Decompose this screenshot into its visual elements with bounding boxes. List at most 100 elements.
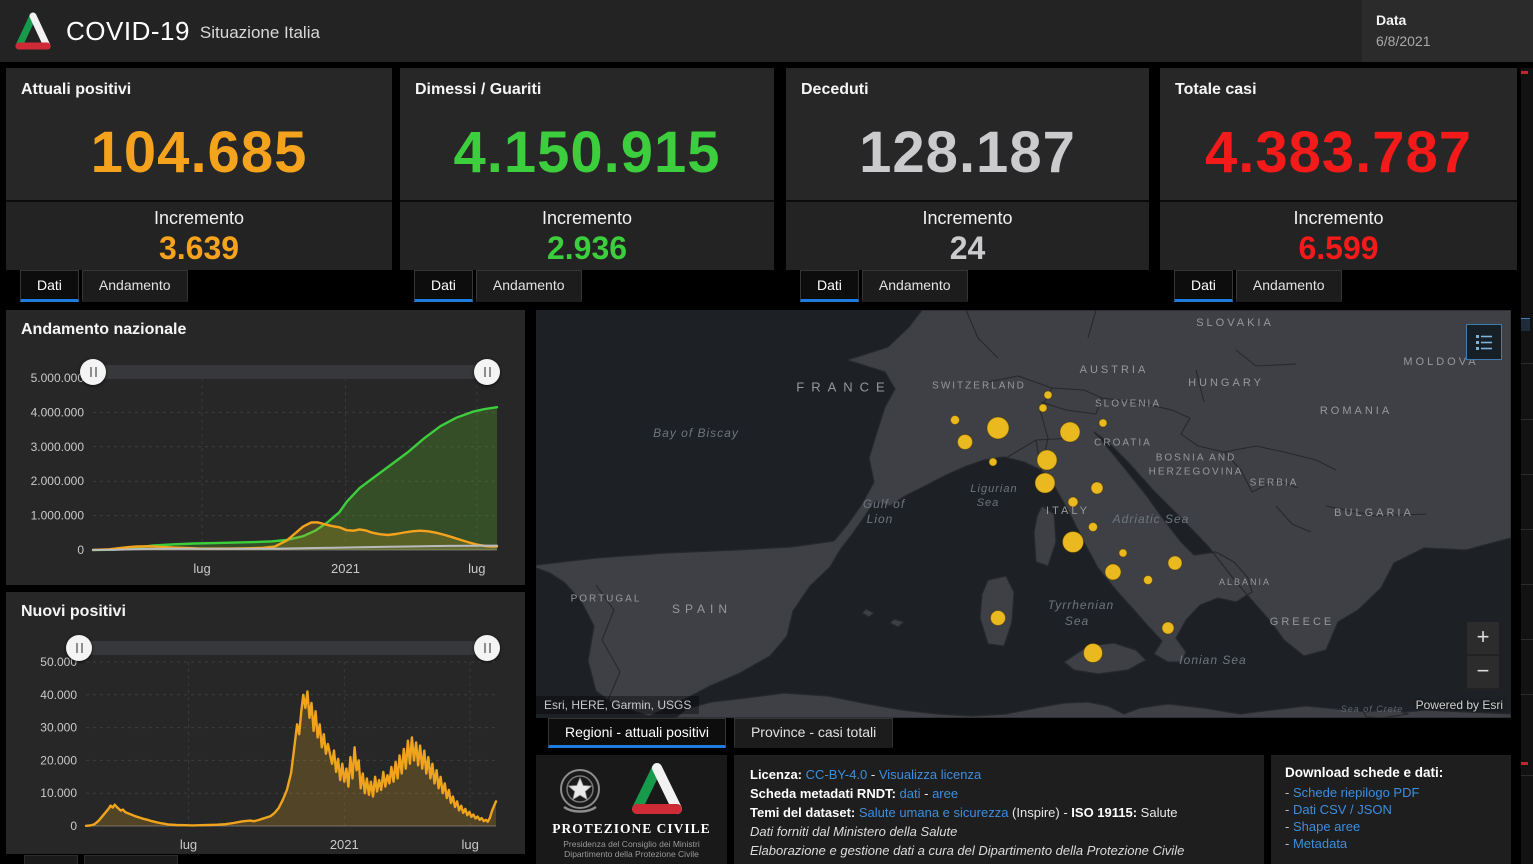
map-basemap xyxy=(536,310,1511,718)
svg-text:0: 0 xyxy=(70,819,77,833)
chart-panelB: 50.000 40.000 30.000 20.000 10.000 0 lug 2021 lu… xyxy=(40,655,498,852)
cutoff-tab-stub xyxy=(84,855,178,864)
map-tab-bar: Regioni - attuali positivi Province - cas… xyxy=(548,718,894,748)
time-range-slider xyxy=(66,634,500,662)
download-link-schede-riepilogo-pdf[interactable]: Schede riepilogo PDF xyxy=(1292,785,1420,800)
increment-value: 6.599 xyxy=(1298,230,1379,266)
svg-text:40.000: 40.000 xyxy=(40,688,77,702)
tab-andamento-attuali-positivi[interactable]: Andamento xyxy=(81,270,188,302)
map-bubble[interactable] xyxy=(1062,531,1084,553)
tab-andamento-totale-casi[interactable]: Andamento xyxy=(1235,270,1342,302)
slider-track[interactable] xyxy=(79,641,487,655)
slider-handle-left[interactable] xyxy=(66,635,92,661)
series-area-attuali-positivi xyxy=(93,522,497,550)
zoom-out-button[interactable]: − xyxy=(1467,656,1499,688)
map-bubble[interactable] xyxy=(990,610,1006,626)
map-bubble[interactable] xyxy=(1059,421,1081,443)
tab-dati-dimessi-guariti[interactable]: Dati xyxy=(414,270,473,302)
map-bubble[interactable] xyxy=(1034,472,1056,494)
tab-andamento-dimessi-guariti[interactable]: Andamento xyxy=(475,270,582,302)
svg-text:lug: lug xyxy=(193,561,210,576)
legend-list-icon xyxy=(1476,335,1492,350)
map-bubble[interactable] xyxy=(986,416,1010,440)
metadata-line: Temi del dataset: Salute umana e sicurez… xyxy=(750,805,1178,820)
map-bubble[interactable] xyxy=(957,434,973,450)
card-title: Dimessi / Guariti xyxy=(415,81,542,98)
card-deceduti: Deceduti 128.187 Incremento 24 xyxy=(786,68,1149,270)
map-bubble[interactable] xyxy=(1067,496,1079,508)
svg-text:lug: lug xyxy=(461,837,478,852)
map-bubble[interactable] xyxy=(1083,643,1103,663)
protezione-civile-logo-icon xyxy=(12,10,54,52)
italy-map[interactable]: FRANCE SWITZERLAND SLOVAKIA AUSTRIA HUNGARY M… xyxy=(536,310,1511,718)
download-link-shape-aree[interactable]: Shape aree xyxy=(1292,819,1361,834)
series-area-dimessi-guariti xyxy=(93,407,497,550)
map-bubble[interactable] xyxy=(1161,621,1175,635)
map-bubble[interactable] xyxy=(1038,403,1048,413)
map-bubble[interactable] xyxy=(1088,522,1098,532)
metadata-link[interactable]: dati xyxy=(899,786,921,801)
increment-section: Incremento 2.936 xyxy=(400,200,774,270)
series-line-nuovi-positivi xyxy=(84,690,498,828)
download-link-metadata[interactable]: Metadata xyxy=(1292,836,1348,851)
map-bubble[interactable] xyxy=(1167,555,1183,571)
series-area-nuovi-positivi xyxy=(86,691,496,826)
increment-label: Incremento xyxy=(541,208,633,228)
org-name: PROTEZIONE CIVILE xyxy=(552,821,711,836)
map-bubble[interactable] xyxy=(1118,548,1128,558)
chart-panelA: 5.000.000 4.000.000 3.000.000 2.000.000 1.00… xyxy=(31,371,499,576)
svg-text:5.000.000: 5.000.000 xyxy=(31,371,85,385)
svg-text:10.000: 10.000 xyxy=(40,786,77,800)
downloads-title: Download schede e dati: xyxy=(1285,765,1444,780)
map-bubble[interactable] xyxy=(950,415,960,425)
metadata-line: Dati forniti dal Ministero della Salute xyxy=(750,824,958,839)
map-bubble[interactable] xyxy=(988,457,998,467)
metadata-link[interactable]: aree xyxy=(932,786,959,801)
map-bubble[interactable] xyxy=(1043,390,1053,400)
download-item: - Dati CSV / JSON xyxy=(1285,802,1392,817)
metadata-link[interactable]: Visualizza licenza xyxy=(878,767,982,782)
card-attuali-positivi: Attuali positivi 104.685 Incremento 3.639 xyxy=(6,68,392,270)
footer-logos-panel: PROTEZIONE CIVILE Presidenza del Consigl… xyxy=(536,755,727,864)
svg-text:20.000: 20.000 xyxy=(40,753,77,767)
legend-button[interactable] xyxy=(1466,324,1502,360)
card-dimessi-guariti: Dimessi / Guariti 4.150.915 Incremento 2.93… xyxy=(400,68,774,270)
footer-downloads-panel: Download schede e dati: - Schede riepilo… xyxy=(1271,755,1511,864)
map-bubble[interactable] xyxy=(1098,418,1108,428)
map-bubble[interactable] xyxy=(1036,449,1058,471)
slider-handle-right[interactable] xyxy=(474,359,500,385)
protezione-civile-footer-logo-icon xyxy=(622,761,692,824)
zoom-in-button[interactable]: + xyxy=(1467,622,1499,654)
card-totale-casi: Totale casi 4.383.787 Incremento 6.599 xyxy=(1160,68,1517,270)
map-bubble[interactable] xyxy=(1104,563,1122,581)
metadata-line: Licenza: CC-BY-4.0 - Visualizza licenza xyxy=(750,767,982,782)
tab-dati-totale-casi[interactable]: Dati xyxy=(1174,270,1233,302)
map-tab-province-casi-totali[interactable]: Province - casi totali xyxy=(733,718,894,748)
download-item: - Shape aree xyxy=(1285,819,1361,834)
stat-value: 104.685 xyxy=(90,119,308,185)
map-bubble[interactable] xyxy=(1143,575,1153,585)
map-bubble[interactable] xyxy=(1090,481,1104,495)
svg-text:2021: 2021 xyxy=(330,837,359,852)
download-link-dati-csv-json[interactable]: Dati CSV / JSON xyxy=(1292,802,1392,817)
map-zoom-controls: + − xyxy=(1467,622,1499,690)
card-tab-bar-totale-casi: Dati Andamento xyxy=(1174,270,1342,304)
increment-value: 2.936 xyxy=(546,230,628,266)
tab-dati-deceduti[interactable]: Dati xyxy=(800,270,859,302)
metadata-link[interactable]: CC-BY-4.0 xyxy=(805,767,868,782)
date-label: Data xyxy=(1376,12,1407,28)
slider-handle-left[interactable] xyxy=(80,359,106,385)
svg-text:0: 0 xyxy=(77,543,84,557)
map-tab-regioni-attuali-positivi[interactable]: Regioni - attuali positivi xyxy=(548,718,726,748)
increment-label: Incremento xyxy=(1293,208,1384,228)
slider-handle-right[interactable] xyxy=(474,635,500,661)
metadata-line: Elaborazione e gestione dati a cura del … xyxy=(750,843,1185,858)
svg-text:2021: 2021 xyxy=(331,561,360,576)
tab-dati-attuali-positivi[interactable]: Dati xyxy=(20,270,79,302)
metadata-line: Scheda metadati RNDT: dati - aree xyxy=(750,786,959,801)
metadata-link[interactable]: Salute umana e sicurezza xyxy=(858,805,1009,820)
tab-andamento-deceduti[interactable]: Andamento xyxy=(861,270,968,302)
powered-by-esri: Powered by Esri xyxy=(1415,698,1503,712)
slider-track[interactable] xyxy=(93,365,487,379)
